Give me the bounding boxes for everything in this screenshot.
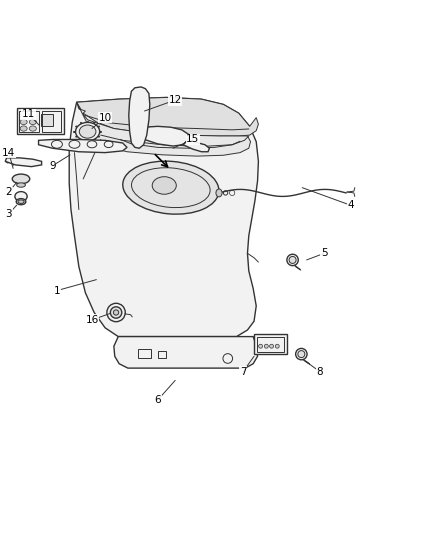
Ellipse shape — [17, 183, 25, 187]
Polygon shape — [77, 102, 251, 156]
Ellipse shape — [269, 344, 273, 348]
Ellipse shape — [79, 125, 96, 138]
Text: 10: 10 — [99, 112, 112, 123]
Text: 2: 2 — [5, 187, 12, 197]
Ellipse shape — [18, 200, 24, 204]
Text: 5: 5 — [321, 248, 328, 259]
Ellipse shape — [152, 177, 176, 194]
Text: 3: 3 — [5, 209, 12, 219]
Ellipse shape — [76, 123, 100, 141]
Ellipse shape — [16, 199, 26, 205]
Polygon shape — [69, 98, 258, 336]
Text: 4: 4 — [347, 200, 354, 210]
Bar — [138, 349, 151, 359]
Ellipse shape — [298, 351, 305, 358]
Bar — [254, 334, 287, 354]
Text: 12: 12 — [169, 95, 182, 105]
Ellipse shape — [20, 126, 27, 131]
Ellipse shape — [15, 191, 27, 201]
Text: 8: 8 — [316, 367, 323, 377]
Polygon shape — [39, 140, 127, 152]
Ellipse shape — [296, 349, 307, 360]
Text: 9: 9 — [49, 161, 56, 171]
Ellipse shape — [20, 119, 27, 125]
Ellipse shape — [110, 307, 122, 318]
Ellipse shape — [287, 254, 298, 265]
Polygon shape — [114, 336, 258, 368]
Ellipse shape — [113, 310, 119, 315]
Ellipse shape — [29, 119, 36, 125]
Bar — [19, 111, 39, 132]
Ellipse shape — [258, 344, 263, 348]
Ellipse shape — [29, 126, 36, 131]
Text: 6: 6 — [154, 395, 161, 405]
Ellipse shape — [264, 344, 268, 348]
Text: 1: 1 — [53, 286, 60, 296]
Text: 11: 11 — [22, 109, 35, 119]
Text: 15: 15 — [186, 134, 199, 144]
Polygon shape — [136, 126, 188, 146]
Ellipse shape — [275, 344, 279, 348]
Text: 16: 16 — [85, 315, 99, 325]
Bar — [42, 111, 61, 132]
Ellipse shape — [123, 161, 219, 214]
Polygon shape — [183, 140, 209, 152]
Polygon shape — [129, 87, 150, 148]
Bar — [41, 114, 53, 126]
Polygon shape — [77, 98, 258, 136]
Ellipse shape — [12, 174, 30, 184]
Bar — [158, 351, 166, 359]
Polygon shape — [5, 158, 42, 167]
Ellipse shape — [216, 189, 222, 197]
Bar — [257, 337, 284, 352]
Text: 7: 7 — [240, 367, 247, 377]
Text: 14: 14 — [2, 148, 15, 158]
Ellipse shape — [289, 256, 296, 263]
Bar — [17, 108, 64, 134]
